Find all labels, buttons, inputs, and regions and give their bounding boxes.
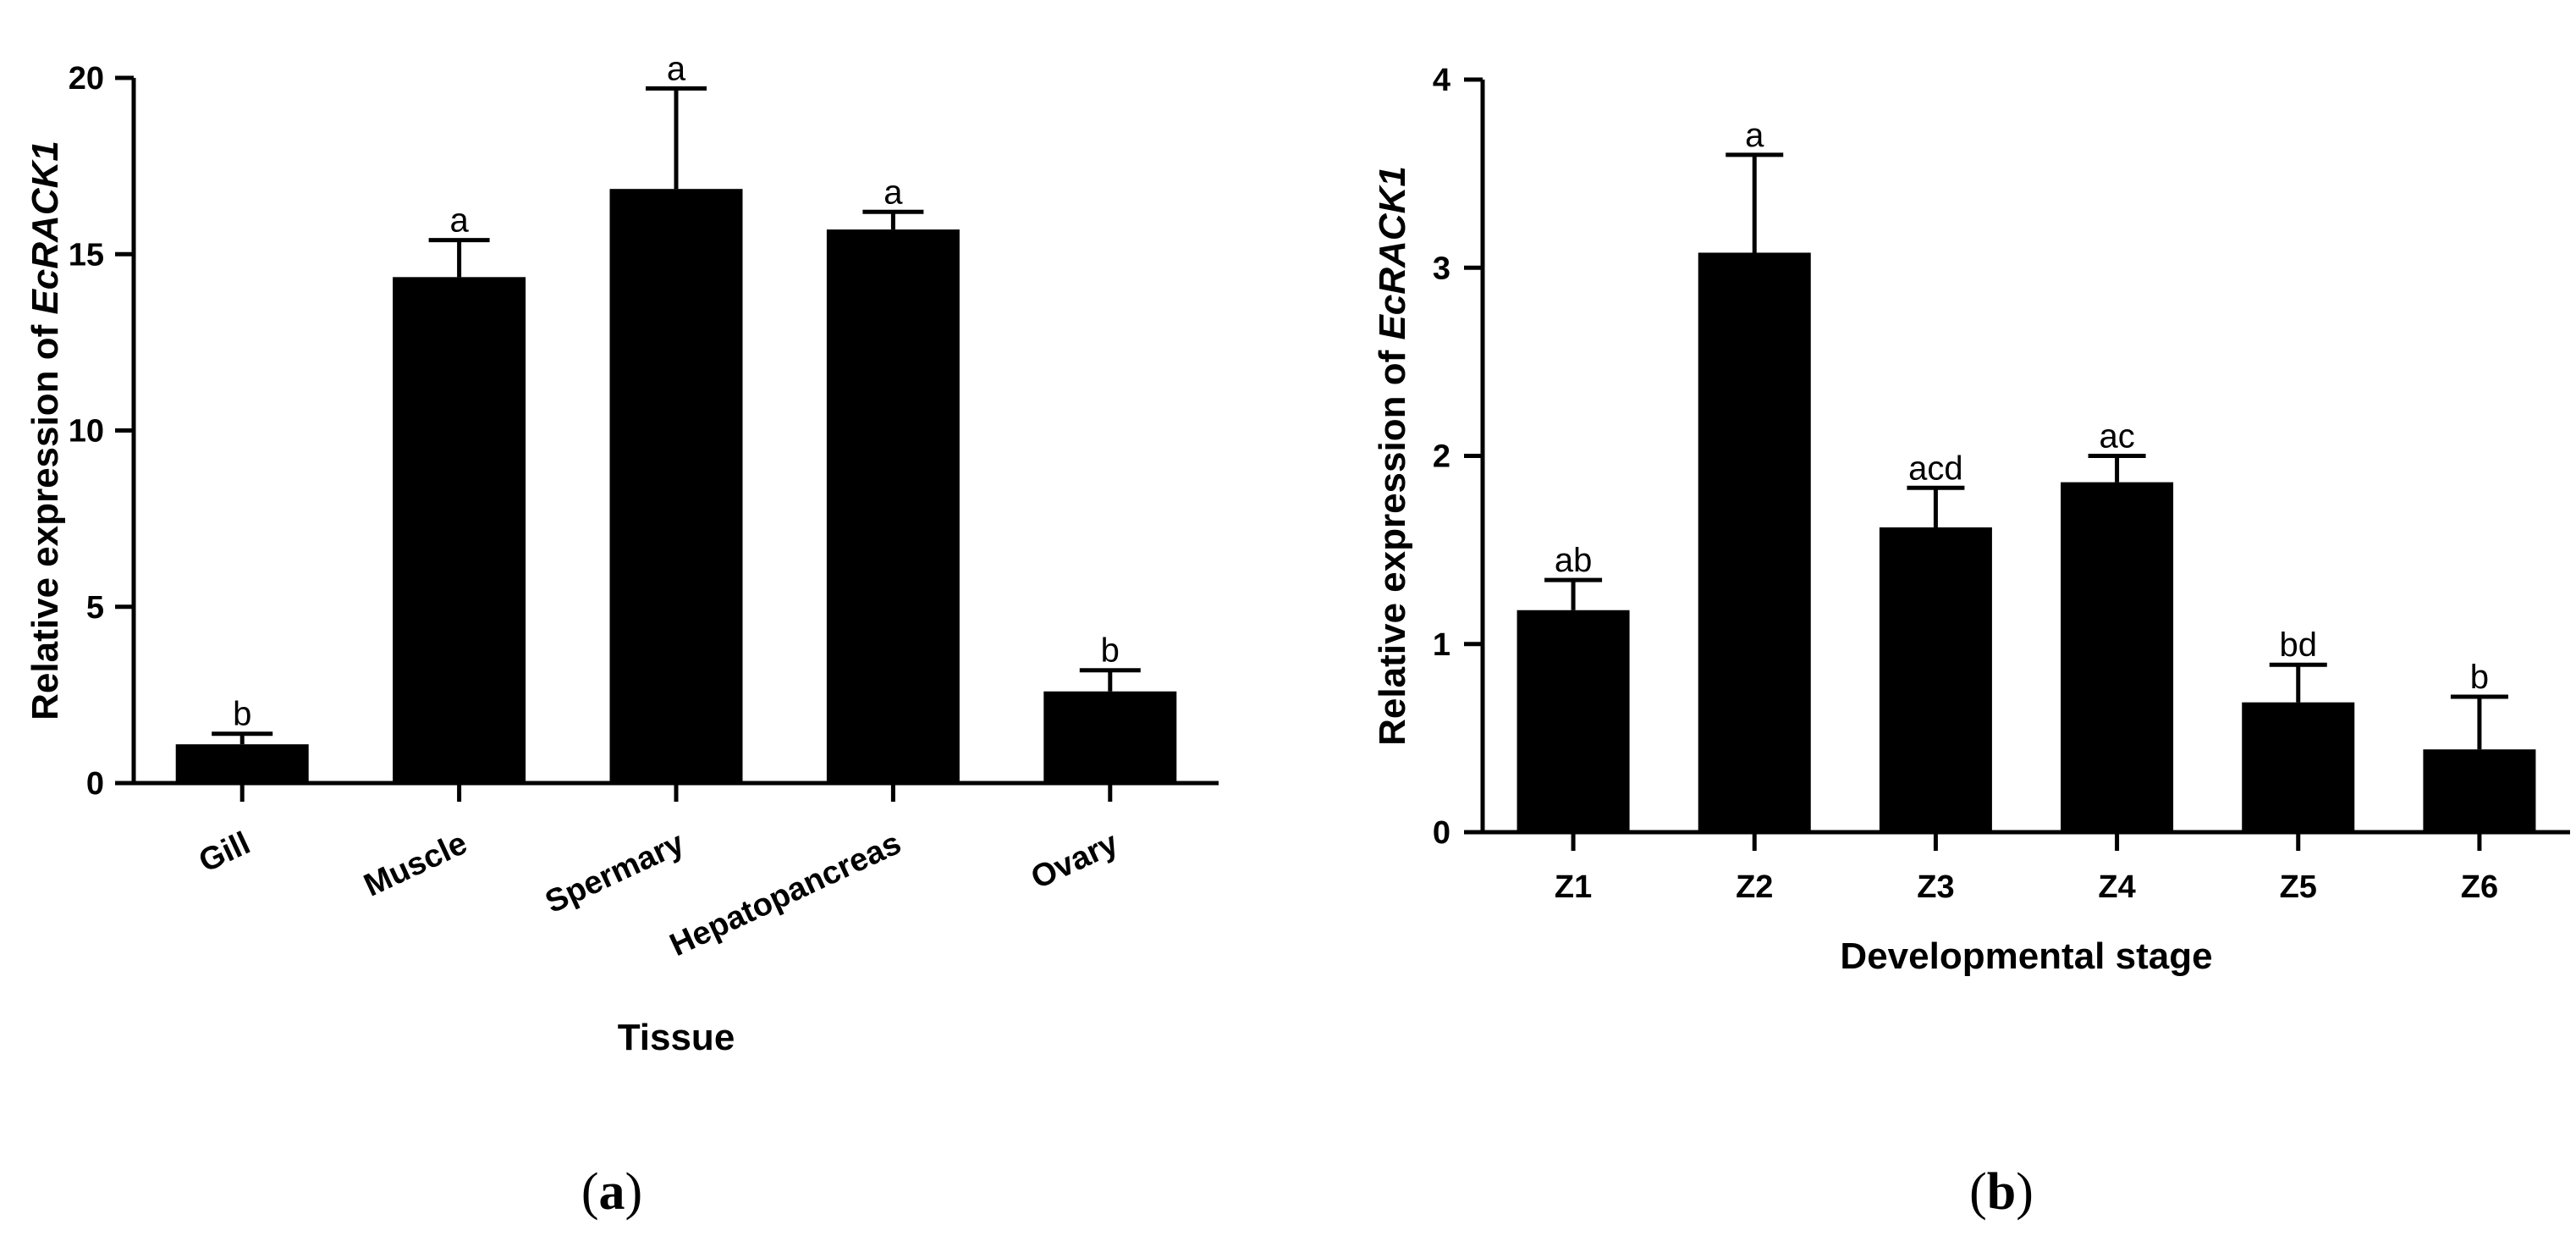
- chart-panel-a: (a) 05101520bGillaMuscleaSpermaryaHepato…: [25, 50, 1219, 1221]
- panel-label-a-letter: a: [599, 1163, 625, 1221]
- chart-panel-b: (b) 0 1 2 3 4 ab Z1 a Z2 acd Z3 ac Z4 bd Z5 b Z6 Developm…: [1372, 63, 2570, 1221]
- significance-label-a-4: b: [1101, 632, 1120, 670]
- bar-a-1: [393, 277, 526, 783]
- y-axis-title-prefix-b: Relative expression of: [1372, 340, 1413, 746]
- significance-label-a-1: a: [449, 202, 469, 240]
- y-axis-title-gene-a: EcRACK1: [25, 141, 66, 314]
- bar-a-2: [609, 189, 743, 783]
- significance-label-b-1: a: [1745, 117, 1764, 154]
- bar-a-0: [175, 744, 309, 783]
- y-tick-label-a-3: 15: [69, 237, 104, 273]
- y-tick-label-b-3: 3: [1433, 251, 1450, 286]
- significance-label-a-2: a: [667, 50, 686, 87]
- x-axis-title-b: Developmental stage: [1840, 935, 2212, 977]
- bar-b-2: [1879, 527, 1992, 832]
- bar-b-5: [2423, 749, 2536, 832]
- y-tick-label-b-2: 2: [1433, 439, 1450, 475]
- x-tick-label-b-3: Z4: [2098, 869, 2135, 905]
- y-tick-label-b-0: 0: [1433, 815, 1450, 851]
- y-axis-title-b: Relative expression of EcRACK1: [1372, 166, 1413, 746]
- bar-a-3: [826, 229, 960, 784]
- y-tick-label-b-1: 1: [1433, 627, 1450, 663]
- y-tick-label-a-0: 0: [86, 766, 104, 802]
- panel-label-a: (a): [581, 1163, 642, 1221]
- x-tick-label-b-0: Z1: [1555, 869, 1592, 905]
- bar-b-3: [2061, 482, 2174, 832]
- y-tick-label-a-1: 5: [86, 590, 104, 626]
- panel-label-b: (b): [1969, 1163, 2034, 1221]
- significance-label-b-3: ac: [2099, 418, 2134, 455]
- significance-label-a-3: a: [883, 174, 903, 211]
- x-axis-title-a: Tissue: [618, 1017, 735, 1058]
- significance-label-b-5: b: [2470, 659, 2489, 696]
- y-tick-label-b-4: 4: [1433, 63, 1450, 98]
- y-tick-label-a-4: 20: [69, 61, 104, 97]
- x-tick-label-b-5: Z6: [2461, 869, 2498, 905]
- x-tick-label-b-1: Z2: [1736, 869, 1773, 905]
- x-tick-label-b-4: Z5: [2280, 869, 2317, 905]
- significance-label-b-2: acd: [1908, 450, 1963, 487]
- panel-label-b-letter: b: [1987, 1163, 2016, 1221]
- x-tick-label-b-2: Z3: [1917, 869, 1954, 905]
- y-axis-title-prefix-a: Relative expression of: [25, 315, 66, 720]
- y-axis-title-gene-b: EcRACK1: [1372, 166, 1413, 339]
- y-axis-title-a: Relative expression of EcRACK1: [25, 141, 66, 720]
- y-tick-label-a-2: 10: [69, 414, 104, 450]
- bar-b-4: [2242, 702, 2355, 832]
- bar-b-0: [1516, 610, 1630, 832]
- significance-label-a-0: b: [233, 696, 251, 733]
- bar-b-1: [1698, 252, 1811, 833]
- significance-label-b-0: ab: [1555, 542, 1593, 579]
- bar-a-4: [1043, 691, 1177, 783]
- significance-label-b-4: bd: [2280, 626, 2318, 664]
